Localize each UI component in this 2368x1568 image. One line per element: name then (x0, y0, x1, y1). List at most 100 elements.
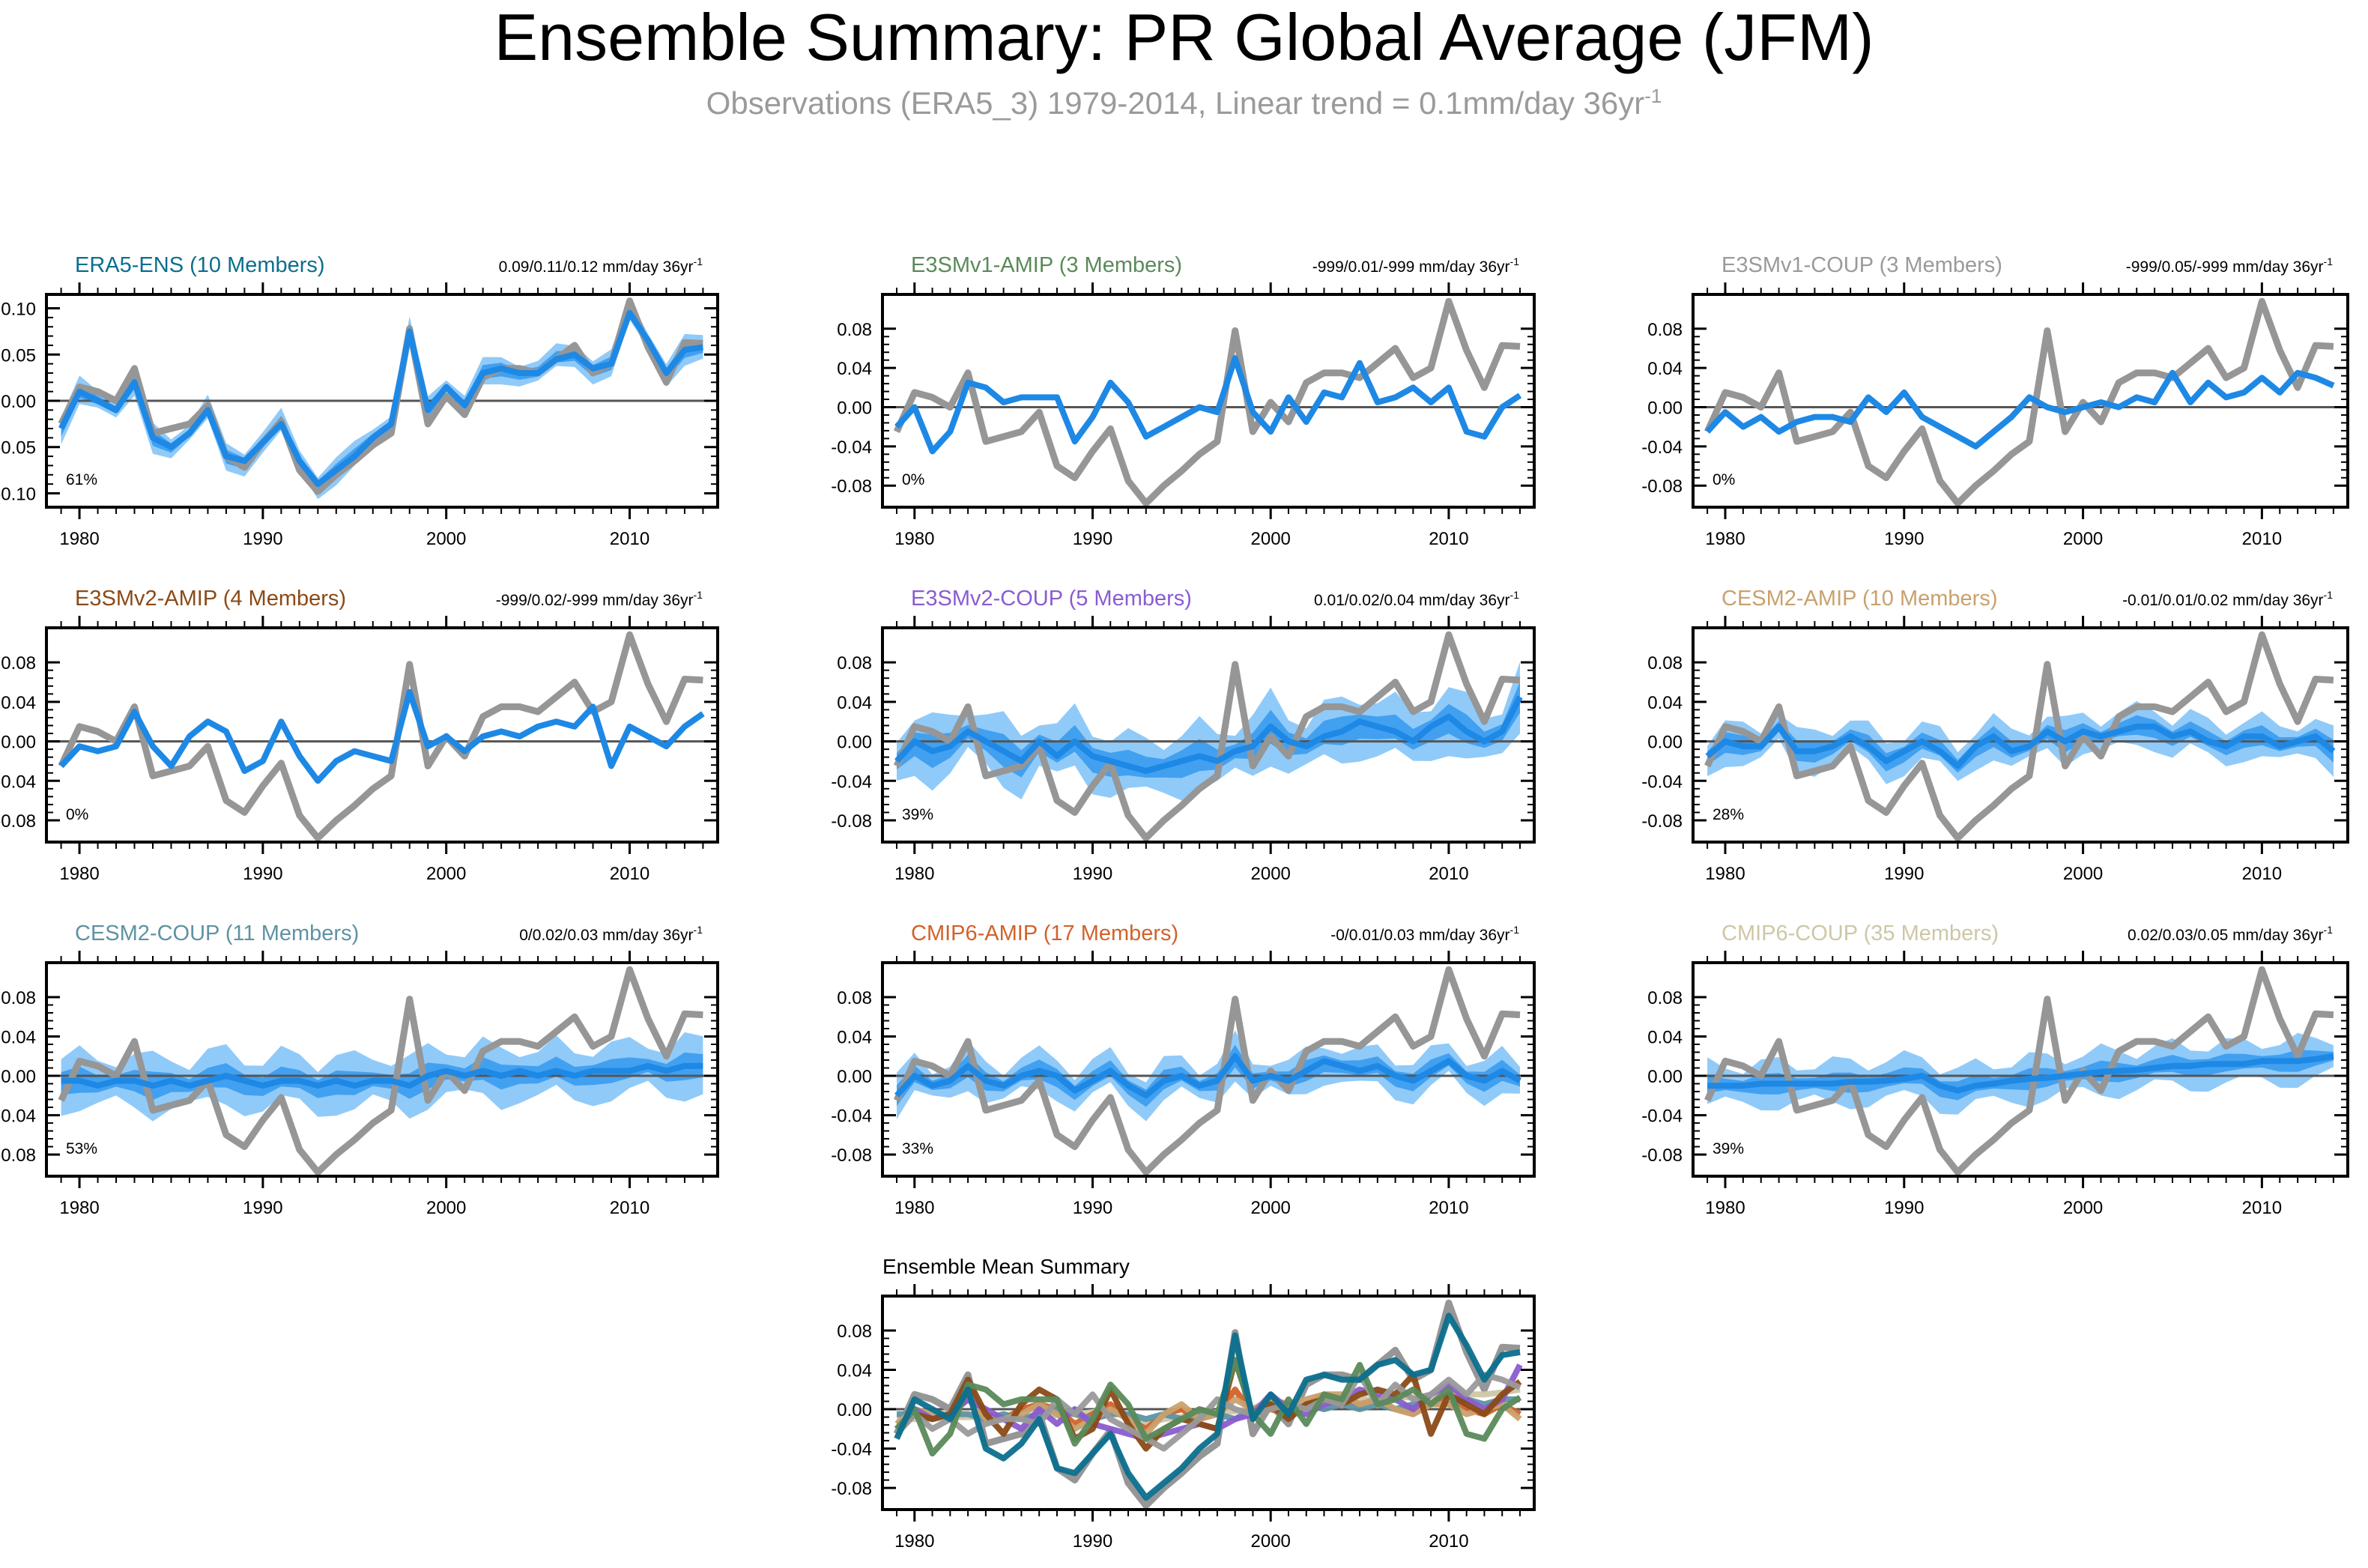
trend-superscript: -1 (1510, 589, 1520, 601)
y-tick-label: 0.00 (1, 392, 36, 412)
panel-frame (1692, 293, 2349, 509)
x-tick-label: 2000 (1251, 1531, 1291, 1552)
y-tick-label: 0.00 (837, 399, 872, 419)
trend-superscript: -1 (1510, 255, 1520, 267)
x-tick-label: 1990 (1073, 529, 1112, 549)
spread-inner-band (61, 306, 703, 492)
y-tick-label: 0.08 (1, 988, 36, 1008)
y-tick-label: -0.04 (1641, 772, 1683, 792)
y-tick-label: -0.04 (0, 772, 36, 792)
y-tick-label: -0.08 (831, 811, 872, 832)
match-percent-label: 28% (1713, 806, 1744, 823)
trend-superscript: -1 (694, 924, 703, 936)
trend-superscript: -1 (2324, 924, 2334, 936)
trend-annotation: -999/0.01/-999 mm/day 36yr-1 (1312, 255, 1519, 276)
x-tick-label: 2010 (610, 529, 649, 549)
ensemble-mean-line (1705, 723, 2336, 769)
observation-line (893, 297, 1521, 507)
x-tick-label: 1990 (1884, 864, 1924, 884)
trend-superscript: -1 (2324, 589, 2334, 601)
match-percent-label: 0% (66, 806, 88, 823)
summary-series-line (894, 1357, 1522, 1452)
match-percent-label: 33% (902, 1140, 933, 1157)
y-tick-label: -0.05 (0, 438, 36, 458)
panel-frame (1692, 626, 2349, 844)
x-tick-label: 1980 (894, 1198, 934, 1218)
y-tick-label: -0.04 (0, 1107, 36, 1127)
observation-line (58, 297, 703, 495)
x-tick-label: 2000 (426, 1198, 466, 1218)
figure-subtitle: Observations (ERA5_3) 1979-2014, Linear … (0, 78, 2368, 121)
panel-frame (1692, 961, 2349, 1178)
x-tick-label: 1980 (894, 1531, 934, 1552)
y-tick-label: 0.00 (1647, 733, 1683, 753)
match-percent-label: 39% (1713, 1140, 1744, 1157)
panel-5: -0.08 -0.04 0.00 0.04 0.08 1980 1990 2000 2010 CE… (1641, 587, 2349, 884)
y-tick-label: 0.08 (1, 653, 36, 673)
ensemble-mean-line (894, 695, 1523, 775)
y-tick-label: 0.00 (837, 733, 872, 753)
y-tick-label: 0.04 (1647, 359, 1683, 379)
x-tick-label: 2000 (2063, 529, 2103, 549)
panel-title: E3SMv2-COUP (5 Members) (911, 587, 1192, 611)
y-tick-label: -0.08 (831, 1479, 872, 1499)
match-percent-label: 61% (66, 471, 97, 488)
panel-title: E3SMv1-AMIP (3 Members) (911, 253, 1182, 277)
panel-frame (881, 293, 1536, 509)
y-tick-label: 0.04 (837, 1361, 872, 1381)
y-tick-label: -0.04 (831, 1107, 872, 1127)
y-tick-label: 0.04 (837, 359, 872, 379)
observation-line (893, 966, 1521, 1176)
ensemble-mean-line (894, 355, 1522, 455)
y-tick-label: 0.10 (1, 300, 36, 320)
x-tick-label: 2000 (426, 864, 466, 884)
observation-line (1704, 297, 2334, 507)
y-tick-label: 0.00 (1, 733, 36, 753)
y-tick-label: 0.04 (1, 693, 36, 713)
y-tick-label: 0.05 (1, 345, 36, 366)
match-percent-label: 0% (902, 471, 924, 488)
trend-annotation: 0/0.02/0.03 mm/day 36yr-1 (519, 924, 703, 944)
panel-6: -0.08 -0.04 0.00 0.04 0.08 1980 1990 2000 2010 CE… (0, 921, 719, 1218)
ensemble-mean-line (1705, 369, 2335, 449)
x-tick-label: 1980 (894, 864, 934, 884)
y-tick-label: 0.08 (837, 653, 872, 673)
x-tick-label: 1980 (59, 864, 99, 884)
panel-title: CESM2-COUP (11 Members) (75, 921, 359, 945)
x-tick-label: 2010 (2242, 529, 2282, 549)
y-tick-label: 0.00 (1647, 399, 1683, 419)
x-tick-label: 2010 (610, 864, 649, 884)
ensemble-mean-line (58, 309, 703, 488)
panel-frame (881, 961, 1536, 1178)
y-tick-label: 0.08 (837, 1322, 872, 1342)
match-percent-label: 0% (1713, 471, 1735, 488)
x-tick-label: 1990 (1073, 864, 1112, 884)
panel-8: -0.08 -0.04 0.00 0.04 0.08 1980 1990 2000 2010 CM… (1641, 921, 2349, 1218)
trend-annotation: -999/0.05/-999 mm/day 36yr-1 (2126, 255, 2333, 276)
x-tick-label: 1990 (1884, 529, 1924, 549)
observation-line (1704, 631, 2334, 842)
ensemble-mean-line (1707, 1053, 2334, 1094)
y-tick-label: 0.04 (1, 1028, 36, 1048)
ensemble-mean-line (58, 688, 705, 784)
panel-title: CMIP6-COUP (35 Members) (1722, 921, 1999, 945)
y-tick-label: -0.08 (0, 1145, 36, 1166)
x-tick-label: 1980 (1705, 1198, 1745, 1218)
panel-7: -0.08 -0.04 0.00 0.04 0.08 1980 1990 2000 2010 CM… (831, 921, 1536, 1218)
panel-1: -0.08 -0.04 0.00 0.04 0.08 1980 1990 2000 2010 E3… (831, 253, 1536, 549)
subtitle-text: Observations (ERA5_3) 1979-2014, Linear … (706, 85, 1645, 121)
y-tick-label: -0.08 (1641, 1145, 1683, 1166)
y-tick-label: 0.04 (837, 1028, 872, 1048)
x-tick-label: 1990 (243, 529, 282, 549)
y-tick-label: -0.08 (0, 811, 36, 832)
y-tick-label: 0.04 (837, 693, 872, 713)
panel-frame (45, 961, 719, 1178)
trend-superscript: -1 (694, 255, 703, 267)
x-tick-label: 1980 (59, 1198, 99, 1218)
x-tick-label: 2010 (1429, 529, 1468, 549)
panel-2: -0.08 -0.04 0.00 0.04 0.08 1980 1990 2000 2010 E3… (1641, 253, 2349, 549)
y-tick-label: 0.08 (837, 988, 872, 1008)
y-tick-label: 0.08 (1647, 320, 1683, 340)
spread-outer-band (897, 662, 1520, 801)
